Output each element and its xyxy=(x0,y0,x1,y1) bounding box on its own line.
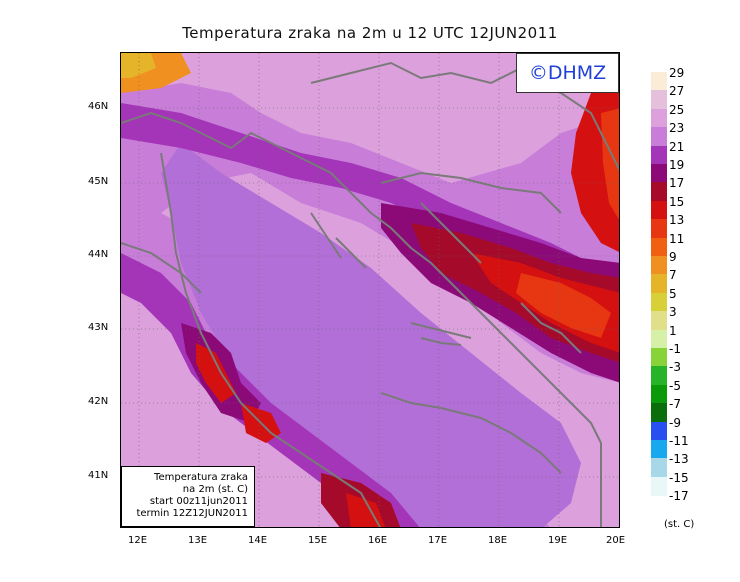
info-line: na 2m (st. C) xyxy=(182,484,248,495)
legend-swatch xyxy=(651,145,667,165)
lat-label: 41N xyxy=(88,470,109,481)
temperature-field xyxy=(121,53,619,527)
lon-label: 13E xyxy=(188,535,208,546)
legend-label: 7 xyxy=(669,268,677,283)
lon-label: 15E xyxy=(308,535,328,546)
legend-label: 15 xyxy=(669,194,685,209)
legend-swatch xyxy=(651,366,667,386)
lon-label: 19E xyxy=(548,535,568,546)
legend-label: -7 xyxy=(669,397,681,412)
lon-label: 18E xyxy=(488,535,508,546)
legend-label: -3 xyxy=(669,360,681,375)
legend-swatch xyxy=(651,256,667,275)
legend-swatch xyxy=(651,182,667,202)
lat-label: 45N xyxy=(88,176,109,187)
legend-swatch xyxy=(651,421,667,441)
legend-label: 19 xyxy=(669,158,685,172)
lat-label: 43N xyxy=(88,322,109,333)
legend-swatch xyxy=(651,458,667,478)
lon-label: 14E xyxy=(248,535,268,546)
legend-label: -11 xyxy=(669,434,689,448)
legend-label: 23 xyxy=(669,121,685,136)
legend-label: -17 xyxy=(669,489,689,504)
legend-swatch xyxy=(651,274,667,294)
legend-label: -15 xyxy=(669,470,689,485)
legend-swatch xyxy=(651,329,667,349)
info-line: start 00z11jun2011 xyxy=(149,496,248,507)
legend-swatch xyxy=(651,127,667,147)
legend-swatch xyxy=(651,348,667,367)
lat-label: 42N xyxy=(88,396,109,407)
forecast-info-box: Temperatura zraka na 2m (st. C) start 00… xyxy=(121,466,255,527)
legend-label: 9 xyxy=(669,250,677,264)
legend-label: 27 xyxy=(669,84,685,99)
legend-label: 29 xyxy=(669,66,685,80)
legend-swatch xyxy=(651,90,667,110)
legend-label: -13 xyxy=(669,452,689,467)
legend-swatch xyxy=(651,108,667,128)
legend-swatch xyxy=(651,476,667,496)
legend-swatch xyxy=(651,72,667,91)
legend-label: 5 xyxy=(669,286,677,301)
info-line: termin 12Z12JUN2011 xyxy=(136,508,248,519)
lat-label: 44N xyxy=(88,249,109,260)
lon-label: 16E xyxy=(368,535,388,546)
legend-label: 3 xyxy=(669,305,677,320)
legend-swatch xyxy=(651,403,667,423)
lat-label: 46N xyxy=(88,101,109,112)
info-line: Temperatura zraka xyxy=(154,472,248,483)
legend-swatch xyxy=(651,164,667,183)
legend-swatch xyxy=(651,384,667,404)
legend-swatch xyxy=(651,219,667,239)
lon-label: 20E xyxy=(606,535,626,546)
legend-label: 1 xyxy=(669,323,677,338)
map-title: Temperatura zraka na 2m u 12 UTC 12JUN20… xyxy=(182,24,558,42)
legend-swatch xyxy=(651,200,667,220)
legend-swatch xyxy=(651,292,667,312)
dhmz-logo: ©DHMZ xyxy=(516,53,619,93)
legend-label: 17 xyxy=(669,176,685,191)
legend-swatch xyxy=(651,440,667,459)
legend-label: -9 xyxy=(669,415,681,430)
legend-label: 13 xyxy=(669,213,685,228)
temperature-map xyxy=(120,52,620,528)
legend-label: 21 xyxy=(669,139,685,154)
lon-label: 17E xyxy=(428,535,448,546)
legend-unit: (st. C) xyxy=(664,519,695,530)
legend-swatch xyxy=(651,237,667,257)
legend-label: 11 xyxy=(669,231,685,246)
legend-label: -1 xyxy=(669,342,681,356)
legend-label: -5 xyxy=(669,378,681,393)
legend-label: 25 xyxy=(669,102,685,117)
legend-swatch xyxy=(651,311,667,331)
lon-label: 12E xyxy=(128,535,148,546)
